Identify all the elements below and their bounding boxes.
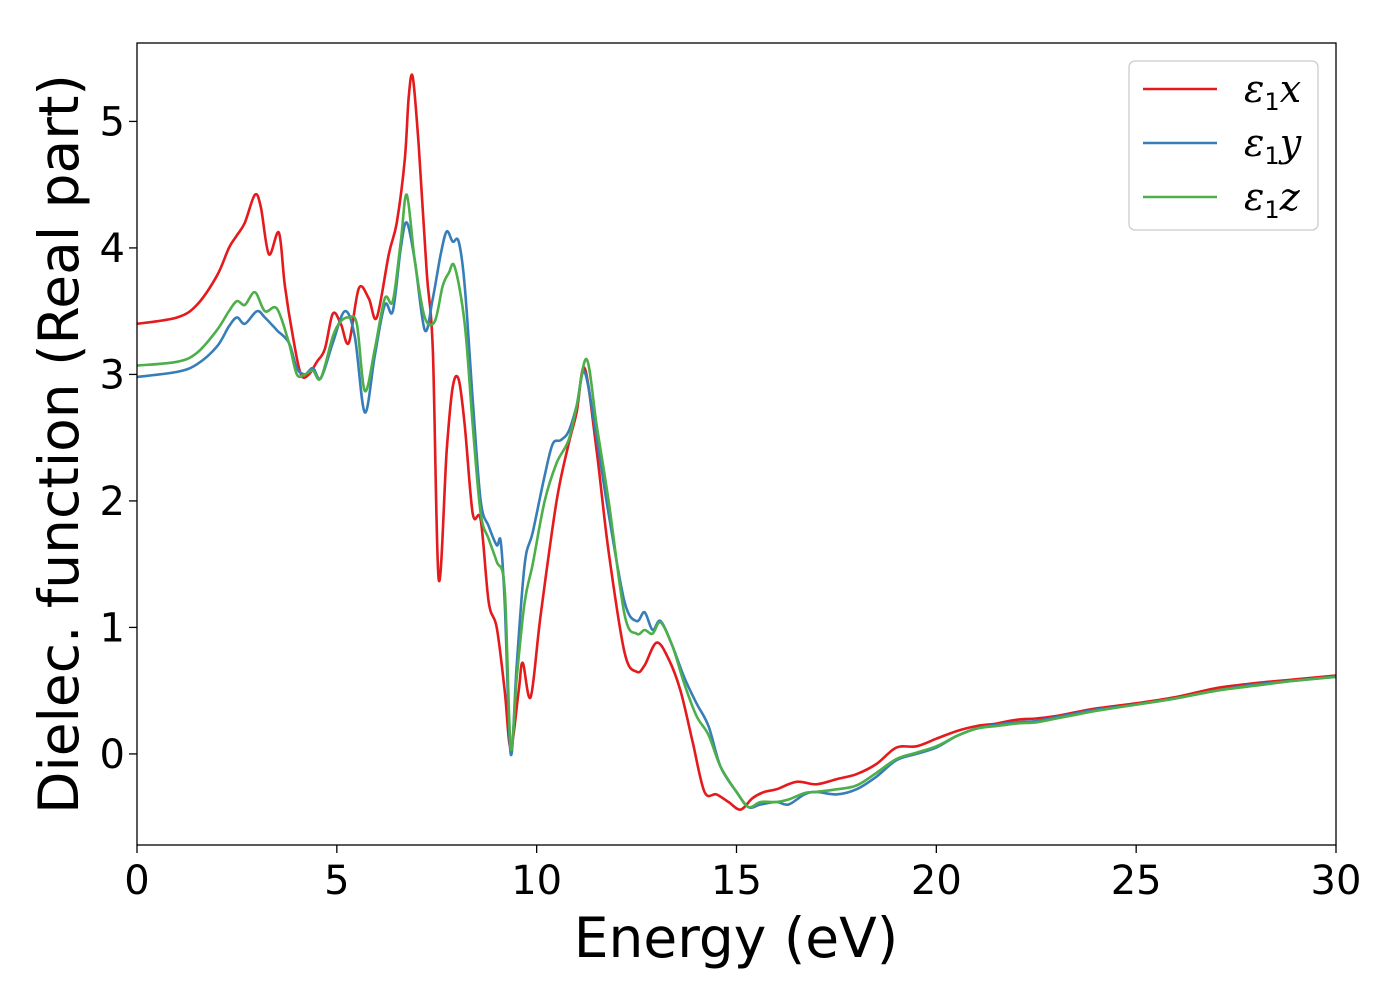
- y-tick-label: 4: [100, 226, 125, 272]
- y-tick-label: 3: [100, 352, 125, 398]
- series-line-y: [136, 221, 1337, 810]
- x-axis: 0 5 10 15 20 25 30: [124, 845, 1361, 904]
- series-line-x: [136, 73, 1337, 811]
- x-tick-label: 30: [1311, 858, 1362, 904]
- legend: ε1x ε1y ε1z: [1128, 60, 1319, 231]
- y-axis-title: Dielec. function (Real part): [27, 74, 91, 814]
- x-tick-label: 10: [511, 858, 562, 904]
- x-tick-label: 5: [324, 858, 349, 904]
- legend-label-x: ε1x: [1244, 67, 1301, 116]
- y-tick-label: 2: [100, 479, 125, 525]
- x-tick-label: 20: [911, 858, 962, 904]
- series-layer: [136, 73, 1337, 811]
- y-tick-label: 0: [100, 732, 125, 778]
- legend-box: [1128, 60, 1319, 231]
- y-tick-label: 5: [100, 99, 125, 145]
- x-tick-label: 0: [124, 858, 149, 904]
- x-axis-title: Energy (eV): [574, 906, 898, 970]
- y-axis: 0 1 2 3 4 5: [100, 99, 137, 778]
- series-line-z: [136, 193, 1337, 809]
- legend-label-y: ε1y: [1244, 121, 1302, 170]
- y-tick-label: 1: [100, 605, 125, 651]
- x-tick-label: 25: [1111, 858, 1162, 904]
- x-tick-label: 15: [711, 858, 762, 904]
- legend-label-z: ε1z: [1244, 175, 1301, 224]
